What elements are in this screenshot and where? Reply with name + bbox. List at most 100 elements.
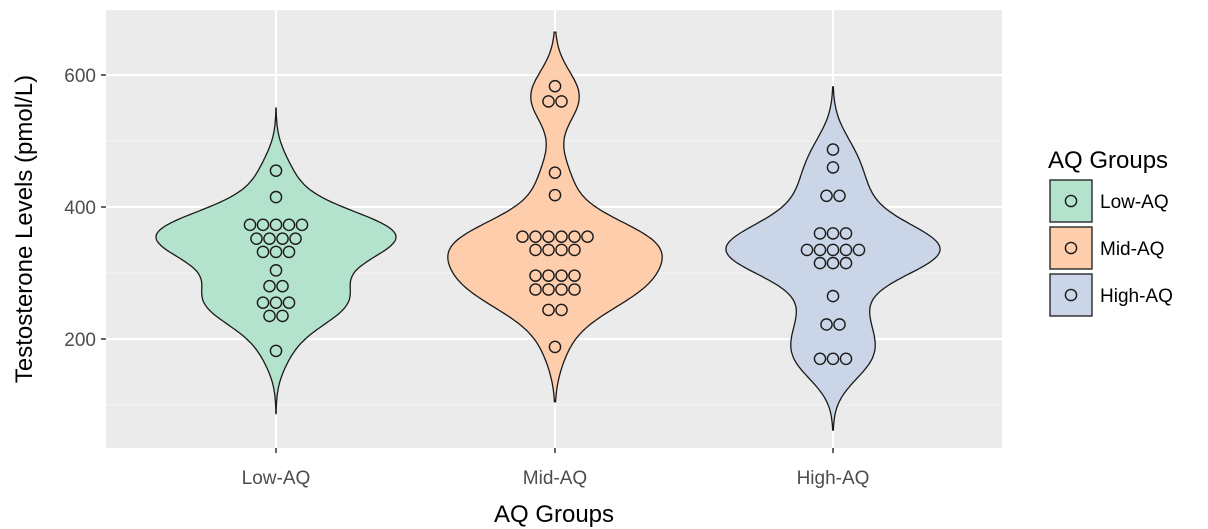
data-point bbox=[269, 164, 283, 177]
violin-high-aq bbox=[725, 86, 941, 431]
data-point bbox=[295, 218, 309, 232]
data-point bbox=[555, 230, 568, 243]
y-axis: 200 400 600 bbox=[64, 66, 106, 351]
data-point bbox=[276, 279, 289, 293]
data-point bbox=[833, 189, 846, 203]
y-axis-title: Testosterone Levels (pmol/L) bbox=[11, 75, 38, 383]
legend-label: High-AQ bbox=[1100, 286, 1173, 307]
data-point bbox=[276, 232, 289, 245]
y-tick-label: 600 bbox=[64, 66, 96, 87]
data-point bbox=[581, 230, 594, 243]
x-tick-label: Low-AQ bbox=[242, 468, 311, 489]
data-point bbox=[826, 161, 840, 174]
legend-label: Mid-AQ bbox=[1100, 239, 1164, 260]
data-point bbox=[555, 283, 568, 296]
data-point bbox=[263, 309, 276, 323]
data-point bbox=[839, 243, 853, 257]
data-point bbox=[813, 227, 827, 240]
data-point bbox=[555, 243, 568, 257]
data-point bbox=[243, 218, 257, 232]
data-point bbox=[282, 245, 296, 259]
data-point bbox=[826, 143, 840, 156]
data-point bbox=[256, 245, 270, 259]
data-point bbox=[555, 303, 568, 317]
data-point bbox=[813, 243, 827, 257]
data-point bbox=[516, 230, 529, 243]
data-point bbox=[839, 227, 853, 240]
data-point bbox=[282, 218, 296, 232]
legend-key-point bbox=[1064, 194, 1078, 208]
data-point bbox=[542, 230, 555, 243]
x-axis-title: AQ Groups bbox=[494, 501, 614, 528]
data-point bbox=[269, 245, 283, 259]
data-point bbox=[820, 318, 833, 331]
data-point bbox=[529, 243, 542, 257]
data-point bbox=[548, 79, 562, 93]
data-point bbox=[852, 243, 866, 257]
data-point bbox=[256, 218, 270, 232]
legend-key bbox=[1049, 226, 1093, 270]
data-points bbox=[243, 79, 866, 366]
data-point bbox=[276, 309, 289, 323]
x-tick-label: Mid-AQ bbox=[523, 468, 587, 489]
data-point bbox=[548, 166, 562, 179]
data-point bbox=[826, 289, 840, 303]
data-point bbox=[269, 218, 283, 232]
data-point bbox=[250, 232, 263, 245]
data-point bbox=[826, 256, 840, 270]
data-point bbox=[820, 189, 833, 203]
data-point bbox=[548, 340, 562, 354]
legend-key bbox=[1049, 179, 1093, 223]
data-point bbox=[269, 264, 283, 277]
data-point bbox=[542, 95, 555, 108]
x-axis: Low-AQ Mid-AQ High-AQ bbox=[242, 448, 870, 489]
x-tick-label: High-AQ bbox=[797, 468, 870, 489]
data-point bbox=[800, 243, 814, 257]
y-tick-label: 200 bbox=[64, 330, 96, 351]
legend: AQ Groups Low-AQ Mid-AQ High-AQ bbox=[1048, 147, 1173, 317]
data-point bbox=[555, 95, 568, 108]
data-point bbox=[839, 352, 853, 366]
data-point bbox=[813, 256, 827, 270]
data-point bbox=[839, 256, 853, 270]
data-point bbox=[542, 243, 555, 257]
legend-item-mid-aq: Mid-AQ bbox=[1049, 226, 1164, 270]
legend-label: Low-AQ bbox=[1100, 192, 1169, 213]
data-point bbox=[826, 352, 840, 366]
data-point bbox=[542, 283, 555, 296]
legend-item-high-aq: High-AQ bbox=[1049, 273, 1173, 317]
data-point bbox=[529, 269, 542, 282]
legend-item-low-aq: Low-AQ bbox=[1049, 179, 1169, 223]
data-point bbox=[269, 190, 283, 204]
data-point bbox=[263, 232, 276, 245]
data-point bbox=[282, 296, 296, 310]
y-tick-label: 400 bbox=[64, 198, 96, 219]
data-point bbox=[529, 230, 542, 243]
violins bbox=[155, 31, 941, 431]
data-point bbox=[263, 279, 276, 293]
violin-mid-aq bbox=[447, 31, 663, 403]
data-point bbox=[256, 296, 270, 310]
data-point bbox=[555, 269, 568, 282]
data-point bbox=[826, 243, 840, 257]
data-point bbox=[289, 232, 302, 245]
legend-title: AQ Groups bbox=[1048, 147, 1168, 174]
data-point bbox=[568, 230, 581, 243]
data-point bbox=[833, 318, 846, 331]
data-point bbox=[568, 269, 581, 282]
legend-key-point bbox=[1064, 241, 1078, 255]
data-point bbox=[813, 352, 827, 366]
data-point bbox=[542, 303, 555, 317]
legend-key-point bbox=[1064, 288, 1078, 302]
data-point bbox=[568, 283, 581, 296]
data-point bbox=[542, 269, 555, 282]
data-point bbox=[548, 188, 562, 202]
violin-low-aq bbox=[155, 107, 397, 415]
data-point bbox=[269, 344, 283, 358]
data-point bbox=[568, 243, 581, 257]
data-point bbox=[826, 227, 840, 240]
legend-key bbox=[1049, 273, 1093, 317]
data-point bbox=[269, 296, 283, 310]
